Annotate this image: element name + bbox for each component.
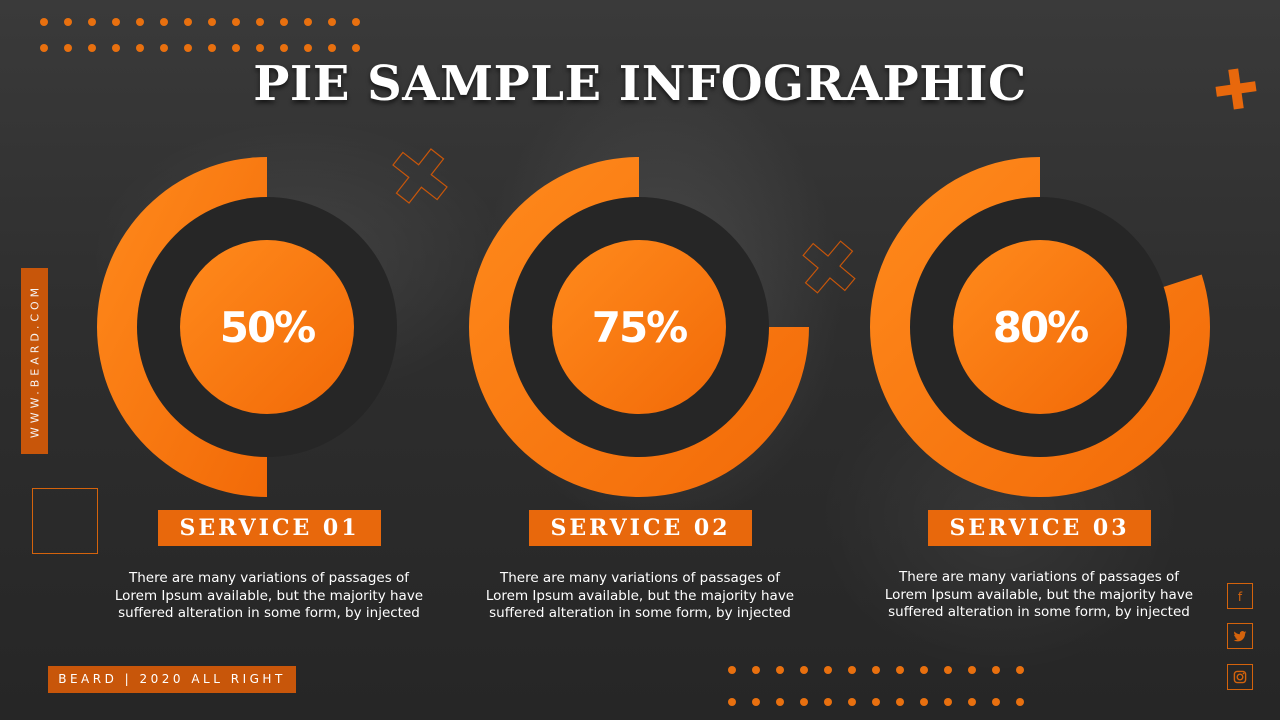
page-title: PIE SAMPLE INFOGRAPHIC — [253, 56, 1027, 112]
pie-slice — [97, 157, 267, 497]
value-label: 50% — [220, 303, 315, 352]
facebook-icon[interactable]: f — [1227, 583, 1253, 609]
website-side-tab: WWW.BEARD.COM — [21, 268, 48, 454]
decorative-dot-grid-top — [40, 18, 360, 52]
service-label: SERVICE 01 — [158, 510, 381, 546]
service-description: There are many variations of passages of… — [884, 569, 1194, 620]
value-label: 80% — [993, 303, 1088, 352]
instagram-icon[interactable] — [1227, 664, 1253, 690]
ring-center — [953, 240, 1127, 414]
service-label: SERVICE 02 — [529, 510, 752, 546]
ring-center — [180, 240, 354, 414]
decorative-dot-grid-bottom — [728, 666, 1024, 706]
ring-center — [552, 240, 726, 414]
plus-icon — [1215, 68, 1257, 110]
plus-outline-icon — [802, 240, 856, 294]
value-label: 75% — [592, 303, 687, 352]
service-label: SERVICE 03 — [928, 510, 1151, 546]
decorative-outline-box — [32, 488, 98, 554]
service-description: There are many variations of passages of… — [114, 570, 424, 621]
service-description: There are many variations of passages of… — [485, 570, 795, 621]
twitter-icon[interactable] — [1227, 623, 1253, 649]
plus-outline-icon — [392, 148, 448, 204]
footer-copyright: BEARD | 2020 ALL RIGHT — [48, 666, 296, 693]
